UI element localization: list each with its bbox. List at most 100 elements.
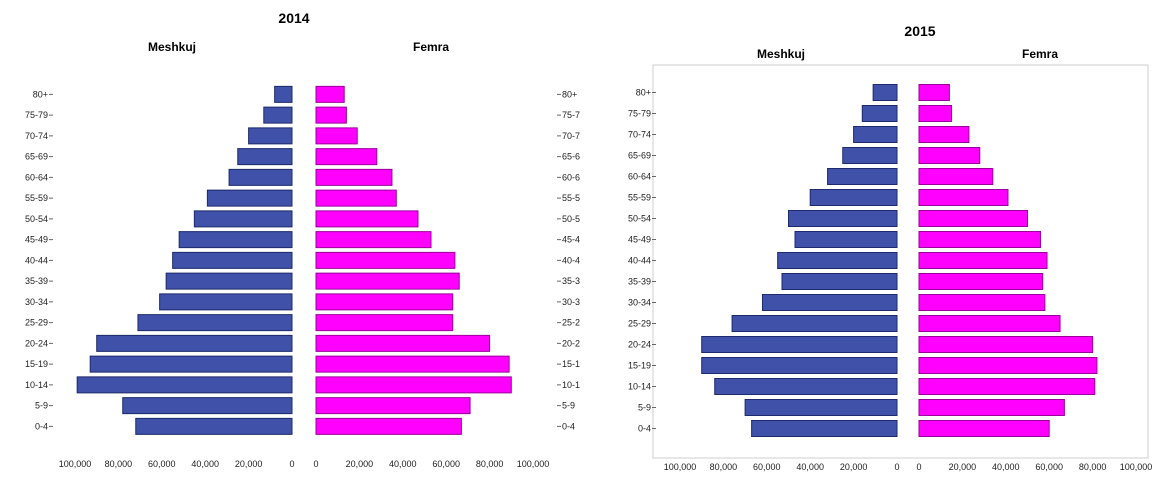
age-label-right: 40-44	[562, 255, 580, 265]
age-label-left: 0-4	[638, 424, 651, 434]
male-bar-10-14	[76, 376, 293, 394]
x-tick-label: 60,000	[148, 459, 176, 469]
female-bar-10-14	[918, 378, 1096, 395]
age-label-right: 80+	[562, 89, 577, 99]
age-label-right: 35-39	[562, 276, 580, 286]
male-bar-70-74	[248, 127, 293, 145]
age-label-left: 60-64	[628, 172, 651, 182]
female-bar-25-29	[918, 315, 1061, 332]
male-bar-70-74	[853, 126, 898, 143]
age-label-left: 30-34	[25, 297, 48, 307]
female-bar-30-34	[315, 293, 454, 311]
bars-group: 0-4 0-4 5-9 5-9 10-14 10-14 15-19 15-19 20-24 20-…	[25, 85, 580, 469]
male-bar-35-39	[165, 272, 293, 290]
age-label-left: 40-44	[628, 256, 651, 266]
male-bar-75-79	[263, 106, 293, 124]
male-bar-5-9	[122, 397, 293, 415]
age-label-left: 5-9	[638, 403, 651, 413]
female-bar-50-54	[918, 210, 1028, 227]
x-tick-label: 20,000	[235, 459, 263, 469]
bars-group: 0-4 5-9 10-14 15-19 20-24 25-29 30-34 35-39 40-4…	[628, 84, 1152, 472]
female-bar-80+	[315, 85, 345, 103]
male-bar-60-64	[827, 168, 898, 185]
male-bar-55-59	[809, 189, 898, 206]
female-bar-75-79	[315, 106, 347, 124]
x-tick-label: 60,000	[432, 459, 460, 469]
male-bar-15-19	[89, 355, 293, 373]
x-tick-label: 20,000	[346, 459, 374, 469]
right-side-label: Femra	[1022, 47, 1058, 61]
male-bar-30-34	[761, 294, 898, 311]
age-label-left: 50-54	[628, 214, 651, 224]
male-bar-50-54	[193, 210, 293, 228]
chart-title: 2015	[904, 23, 935, 39]
female-bar-80+	[918, 84, 950, 101]
age-label-left: 35-39	[25, 276, 48, 286]
female-bar-0-4	[315, 417, 462, 435]
male-bar-15-19	[701, 357, 898, 374]
male-bar-50-54	[788, 210, 898, 227]
age-label-left: 20-24	[628, 340, 651, 350]
age-label-left: 65-69	[628, 151, 651, 161]
age-label-left: 70-74	[25, 131, 48, 141]
right-side-label: Femra	[413, 40, 449, 54]
female-bar-60-64	[918, 168, 994, 185]
male-bar-55-59	[206, 189, 293, 207]
age-label-left: 65-69	[25, 152, 48, 162]
age-label-left: 35-39	[628, 277, 651, 287]
female-bar-30-34	[918, 294, 1046, 311]
female-bar-20-24	[315, 334, 491, 352]
female-bar-25-29	[315, 314, 454, 332]
x-tick-label: 40,000	[191, 459, 219, 469]
female-bar-45-49	[315, 231, 432, 249]
x-tick-label: 0	[916, 462, 921, 472]
left-side-label: Meshkuj	[148, 40, 196, 54]
age-label-left: 25-29	[628, 319, 651, 329]
male-bar-40-44	[777, 252, 898, 269]
age-label-left: 10-14	[628, 382, 651, 392]
female-bar-75-79	[918, 105, 953, 122]
female-bar-20-24	[918, 336, 1094, 353]
x-tick-label: 0	[894, 462, 899, 472]
female-bar-35-39	[918, 273, 1044, 290]
male-bar-5-9	[744, 399, 898, 416]
x-tick-label: 100,000	[517, 459, 550, 469]
x-tick-label: 0	[313, 459, 318, 469]
age-label-right: 10-14	[562, 380, 580, 390]
age-label-right: 60-64	[562, 172, 580, 182]
age-label-left: 45-49	[25, 235, 48, 245]
x-tick-label: 20,000	[840, 462, 868, 472]
male-bar-80+	[872, 84, 898, 101]
age-label-left: 80+	[33, 89, 48, 99]
age-label-right: 50-54	[562, 214, 580, 224]
female-bar-65-69	[918, 147, 981, 164]
age-label-left: 70-74	[628, 130, 651, 140]
age-label-left: 60-64	[25, 172, 48, 182]
age-label-right: 25-29	[562, 318, 580, 328]
female-bar-70-74	[918, 126, 970, 143]
x-tick-label: 80,000	[476, 459, 504, 469]
male-bar-35-39	[781, 273, 898, 290]
female-bar-0-4	[918, 420, 1050, 437]
female-bar-70-74	[315, 127, 358, 145]
male-bar-80+	[274, 85, 293, 103]
age-label-left: 5-9	[35, 401, 48, 411]
x-tick-label: 20,000	[949, 462, 977, 472]
age-label-right: 15-19	[562, 359, 580, 369]
age-label-left: 15-19	[25, 359, 48, 369]
age-label-left: 55-59	[25, 193, 48, 203]
age-label-left: 0-4	[35, 421, 48, 431]
age-label-right: 75-79	[562, 110, 580, 120]
age-label-left: 20-24	[25, 338, 48, 348]
male-bar-0-4	[751, 420, 898, 437]
male-bar-25-29	[731, 315, 898, 332]
male-bar-20-24	[701, 336, 898, 353]
male-bar-65-69	[237, 148, 293, 166]
pyramid-2015: 2015 Meshkuj Femra 0-4 5-9 10-14 15-19 20-24…	[628, 23, 1152, 472]
female-bar-45-49	[918, 231, 1042, 248]
age-label-left: 45-49	[628, 235, 651, 245]
chart-title: 2014	[278, 10, 309, 26]
age-label-right: 65-69	[562, 152, 580, 162]
female-bar-5-9	[918, 399, 1065, 416]
age-label-right: 70-74	[562, 131, 580, 141]
